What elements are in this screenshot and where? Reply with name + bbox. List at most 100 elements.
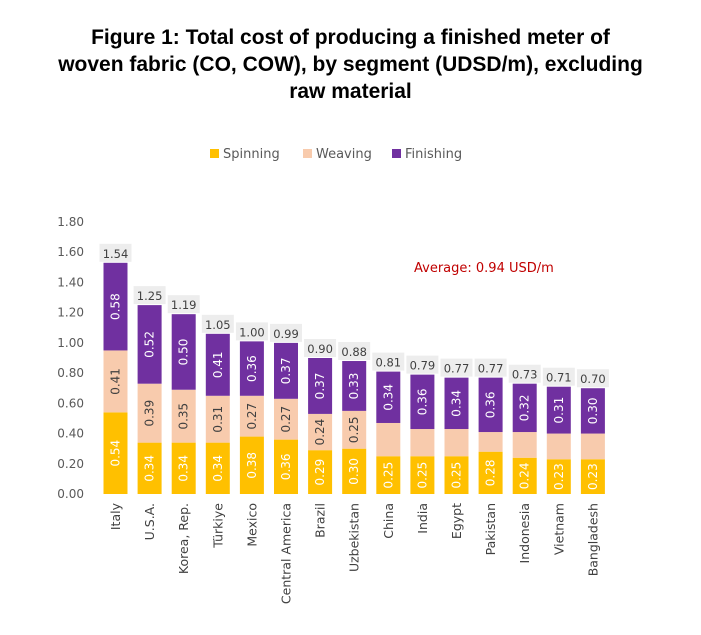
total-label-background xyxy=(201,314,234,333)
legend-swatch-weaving xyxy=(303,149,312,158)
total-value-label: 0.77 xyxy=(444,362,470,376)
bar-segment-spinning xyxy=(376,456,401,494)
x-category-label: Mexico xyxy=(244,503,259,547)
segment-value-label: 0.39 xyxy=(143,400,157,427)
total-label-background xyxy=(99,243,132,262)
total-value-label: 0.71 xyxy=(546,371,572,385)
x-category-label: Central America xyxy=(279,503,294,604)
total-value-label: 0.88 xyxy=(341,345,367,359)
total-label-background xyxy=(576,369,609,388)
segment-value-label: 0.23 xyxy=(586,463,600,490)
total-value-label: 0.77 xyxy=(478,362,504,376)
legend-swatch-finishing xyxy=(392,149,401,158)
bar-segment-finishing xyxy=(512,383,537,433)
bar-segment-weaving xyxy=(546,433,571,460)
bar-segment-weaving xyxy=(137,383,162,443)
bar-segment-finishing xyxy=(546,386,571,434)
bar-segment-spinning xyxy=(171,442,196,494)
segment-value-label: 0.23 xyxy=(552,463,566,490)
legend: Spinning Weaving Finishing xyxy=(210,147,462,162)
bar-segment-weaving xyxy=(444,429,469,457)
legend-label-spinning: Spinning xyxy=(223,147,280,162)
bar-segment-weaving xyxy=(410,429,435,457)
segment-value-label: 0.54 xyxy=(109,440,123,467)
x-category-label: Uzbekistan xyxy=(347,503,362,572)
segment-value-label: 0.34 xyxy=(450,390,464,417)
total-value-label: 1.00 xyxy=(239,325,265,339)
y-tick-label: 1.80 xyxy=(57,215,84,229)
bar-segment-weaving xyxy=(103,350,128,413)
segment-value-label: 0.33 xyxy=(347,373,361,400)
segment-value-label: 0.34 xyxy=(143,455,157,482)
y-axis: 0.00 0.20 0.40 0.60 0.80 1.00 1.20 1.40 1.60 1.80 xyxy=(57,215,84,501)
segment-value-label: 0.31 xyxy=(211,406,225,433)
bar-segment-finishing xyxy=(342,361,367,411)
x-category-label: Bangladesh xyxy=(585,503,600,576)
bar-segment-weaving xyxy=(308,413,333,451)
x-category-label: Brazil xyxy=(313,503,328,538)
total-label-background xyxy=(304,339,337,357)
total-value-label: 0.70 xyxy=(580,372,606,386)
segment-value-label: 0.27 xyxy=(245,403,259,430)
bar-segment-finishing xyxy=(376,371,401,423)
total-label-background xyxy=(440,358,473,377)
segment-value-label: 0.29 xyxy=(313,459,327,486)
segment-value-label: 0.36 xyxy=(484,391,498,418)
total-label-background xyxy=(542,367,575,386)
bar-segment-weaving xyxy=(205,395,230,443)
x-category-label: Pakistan xyxy=(483,503,498,555)
bar-segment-weaving xyxy=(478,432,503,452)
bar-segment-spinning xyxy=(546,459,571,494)
y-tick-label: 1.20 xyxy=(57,306,84,320)
total-label-background xyxy=(167,295,200,314)
segment-value-label: 0.41 xyxy=(211,351,225,378)
bar-segment-weaving xyxy=(512,432,537,458)
x-category-label: Türkiye xyxy=(210,503,225,549)
bar-segment-spinning xyxy=(512,457,537,494)
chart-title: Figure 1: Total cost of producing a fini… xyxy=(0,24,701,105)
total-value-label: 0.73 xyxy=(512,368,538,382)
legend-label-weaving: Weaving xyxy=(316,147,372,162)
segment-value-label: 0.37 xyxy=(279,357,293,384)
x-category-label: Italy xyxy=(108,502,123,530)
segment-value-label: 0.25 xyxy=(415,462,429,489)
bar-segment-spinning xyxy=(137,442,162,494)
bar-segment-finishing xyxy=(137,305,162,384)
segment-value-label: 0.34 xyxy=(381,384,395,411)
total-label-background xyxy=(235,322,268,341)
bar-segment-spinning xyxy=(274,439,298,494)
chart-title-line-3: raw material xyxy=(289,80,412,103)
y-tick-label: 0.00 xyxy=(57,487,84,501)
segment-value-label: 0.36 xyxy=(415,388,429,415)
segment-value-label: 0.34 xyxy=(177,455,191,482)
bar-segment-finishing xyxy=(274,342,298,399)
segment-value-label: 0.25 xyxy=(381,462,395,489)
x-category-label: Indonesia xyxy=(517,503,532,563)
bar-segment-finishing xyxy=(205,333,230,396)
y-tick-label: 1.60 xyxy=(57,245,84,259)
bars: 0.54 0.41 0.58 0.34 0.39 0.52 0.34 0.35 0.50 0.34… xyxy=(103,262,605,494)
x-category-label: Korea, Rep. xyxy=(176,503,191,574)
total-value-label: 0.81 xyxy=(375,356,401,370)
bar-segment-finishing xyxy=(308,358,333,414)
x-category-label: Egypt xyxy=(449,503,464,539)
segment-value-label: 0.58 xyxy=(109,293,123,320)
segment-value-label: 0.37 xyxy=(313,373,327,400)
bar-segment-spinning xyxy=(580,459,605,494)
total-value-label: 1.25 xyxy=(137,289,163,303)
total-value-label: 1.54 xyxy=(103,247,129,261)
total-label-background xyxy=(270,323,302,342)
bar-segment-finishing xyxy=(580,388,605,434)
segment-value-label: 0.24 xyxy=(313,419,327,446)
segment-value-label: 0.41 xyxy=(109,368,123,395)
segment-value-label: 0.34 xyxy=(211,455,225,482)
y-tick-label: 1.00 xyxy=(57,336,84,350)
bar-segment-spinning xyxy=(410,456,435,494)
x-category-label: China xyxy=(381,503,396,539)
bar-segment-finishing xyxy=(478,377,503,433)
y-tick-label: 0.80 xyxy=(57,366,84,380)
segment-value-label: 0.32 xyxy=(518,395,532,422)
x-category-label: India xyxy=(415,503,430,534)
total-label-background xyxy=(474,358,507,377)
bar-segment-spinning xyxy=(342,448,367,494)
